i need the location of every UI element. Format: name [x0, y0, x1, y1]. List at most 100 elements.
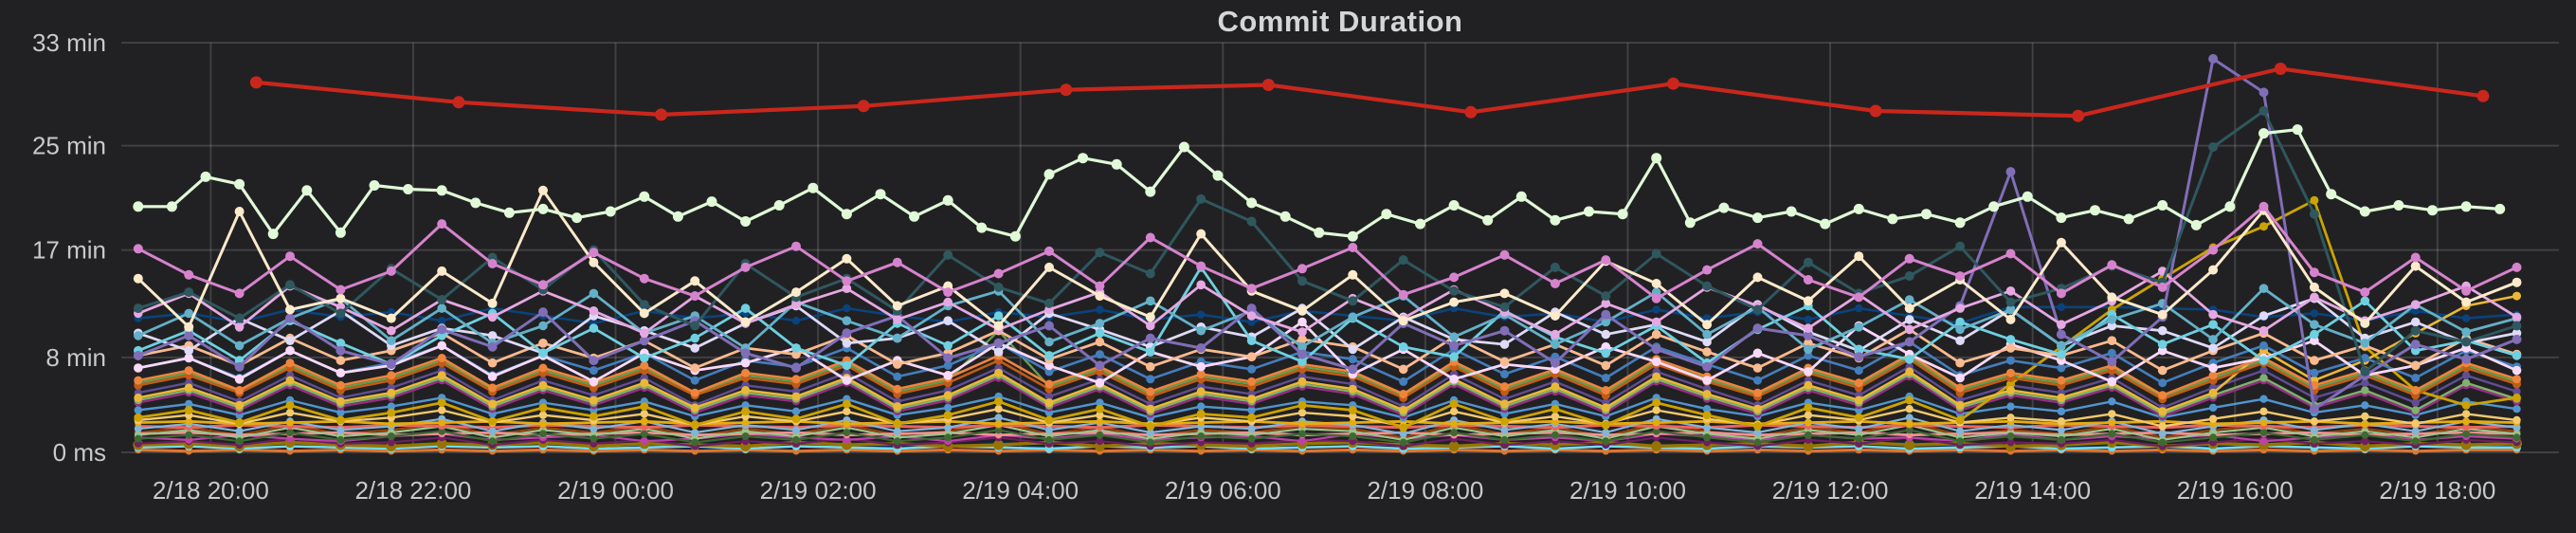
series-point[interactable] — [1601, 309, 1611, 320]
series-point[interactable] — [2057, 363, 2066, 373]
series-point[interactable] — [2411, 437, 2420, 446]
series-point[interactable] — [1551, 329, 1560, 340]
series-point[interactable] — [1095, 319, 1105, 328]
series-line[interactable] — [136, 297, 2518, 355]
series-point[interactable] — [2513, 375, 2521, 384]
series-point[interactable] — [2259, 311, 2269, 321]
series-point[interactable] — [1651, 153, 1662, 164]
series-point[interactable] — [1955, 271, 1966, 282]
series-point[interactable] — [1499, 249, 1510, 260]
series-point[interactable] — [2360, 366, 2370, 377]
series-point[interactable] — [1804, 315, 1813, 324]
series-point[interactable] — [2259, 201, 2269, 211]
series-point[interactable] — [2107, 348, 2116, 358]
series-point[interactable] — [437, 324, 447, 335]
series-point[interactable] — [2158, 438, 2167, 447]
series-point[interactable] — [857, 100, 870, 113]
series-point[interactable] — [2512, 334, 2522, 344]
series-point[interactable] — [1196, 325, 1206, 336]
series-point[interactable] — [1702, 361, 1713, 372]
series-point[interactable] — [1297, 276, 1307, 286]
series-point[interactable] — [2259, 325, 2269, 336]
series-point[interactable] — [1096, 437, 1104, 446]
series-point[interactable] — [943, 353, 953, 363]
series-point[interactable] — [1551, 404, 1560, 414]
series-point[interactable] — [2259, 437, 2268, 446]
series-point[interactable] — [994, 368, 1004, 377]
series-point[interactable] — [452, 96, 465, 109]
series-point[interactable] — [2411, 406, 2420, 414]
series-point[interactable] — [1448, 200, 1460, 211]
series-point[interactable] — [1854, 251, 1864, 262]
series-point[interactable] — [336, 356, 346, 365]
series-line[interactable] — [136, 57, 2518, 411]
series-point[interactable] — [2057, 320, 2066, 330]
series-point[interactable] — [336, 285, 346, 295]
series-point[interactable] — [234, 178, 245, 190]
series-point[interactable] — [2158, 430, 2167, 438]
series-point[interactable] — [1904, 355, 1914, 364]
series-point[interactable] — [2005, 304, 2016, 315]
series-point[interactable] — [301, 185, 313, 196]
series-point[interactable] — [1044, 351, 1054, 360]
series-point[interactable] — [2108, 410, 2116, 418]
series-point[interactable] — [943, 297, 952, 307]
series-point[interactable] — [1904, 439, 1915, 450]
series-point[interactable] — [2411, 306, 2420, 315]
series-point[interactable] — [590, 425, 598, 433]
series-point[interactable] — [944, 403, 952, 413]
series-point[interactable] — [437, 371, 446, 380]
series-point[interactable] — [235, 386, 245, 395]
series-point[interactable] — [438, 418, 446, 427]
series-point[interactable] — [1348, 406, 1357, 414]
series-point[interactable] — [1247, 406, 1256, 414]
series-point[interactable] — [2462, 430, 2471, 438]
series-point[interactable] — [285, 251, 295, 262]
series-point[interactable] — [2005, 314, 2016, 324]
series-point[interactable] — [1399, 406, 1408, 414]
series-point[interactable] — [2310, 417, 2319, 426]
series-point[interactable] — [1702, 347, 1712, 357]
series-point[interactable] — [589, 248, 599, 258]
series-point[interactable] — [2107, 292, 2117, 303]
series-point[interactable] — [1500, 399, 1509, 409]
series-point[interactable] — [488, 383, 498, 393]
series-point[interactable] — [249, 76, 263, 89]
series-point[interactable] — [184, 383, 193, 393]
series-point[interactable] — [2259, 418, 2268, 427]
series-point[interactable] — [437, 354, 446, 362]
series-point[interactable] — [1044, 321, 1054, 331]
series-point[interactable] — [1651, 441, 1662, 451]
series-point[interactable] — [994, 414, 1003, 422]
series-point[interactable] — [1702, 390, 1712, 398]
series-point[interactable] — [2461, 285, 2472, 296]
series-point[interactable] — [1279, 211, 1291, 222]
series-point[interactable] — [538, 280, 548, 290]
series-point[interactable] — [2006, 432, 2015, 440]
series-point[interactable] — [2057, 435, 2065, 444]
series-point[interactable] — [690, 420, 699, 430]
series-point[interactable] — [893, 437, 901, 446]
series-point[interactable] — [134, 376, 143, 385]
series-point[interactable] — [1550, 262, 1560, 272]
series-point[interactable] — [690, 276, 700, 286]
series-point[interactable] — [589, 323, 599, 333]
series-point[interactable] — [1551, 431, 1559, 439]
series-point[interactable] — [1551, 382, 1560, 392]
series-point[interactable] — [640, 328, 649, 339]
series-point[interactable] — [843, 429, 851, 437]
series-point[interactable] — [184, 353, 193, 363]
series-point[interactable] — [1955, 400, 1965, 410]
series-point[interactable] — [1261, 79, 1275, 91]
series-point[interactable] — [1955, 317, 1965, 327]
series-point[interactable] — [2108, 418, 2116, 427]
series-point[interactable] — [1804, 323, 1813, 333]
series-point[interactable] — [1398, 289, 1408, 300]
series-point[interactable] — [1753, 388, 1762, 397]
series-point[interactable] — [706, 196, 717, 208]
series-point[interactable] — [2410, 317, 2421, 327]
series-point[interactable] — [791, 343, 801, 353]
series-point[interactable] — [1297, 408, 1307, 417]
series-point[interactable] — [690, 403, 699, 413]
series-point[interactable] — [1904, 303, 1914, 314]
